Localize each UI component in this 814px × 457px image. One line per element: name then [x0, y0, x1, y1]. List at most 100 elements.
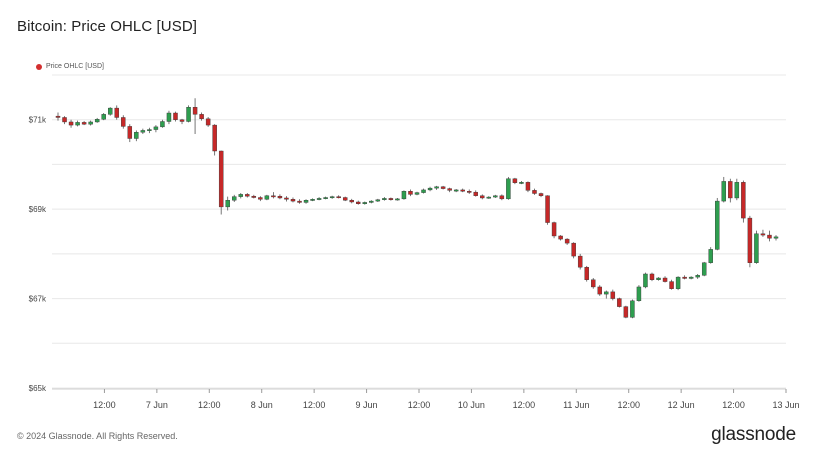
- candle: [427, 186, 433, 192]
- candle-body: [179, 119, 185, 122]
- candle: [421, 188, 426, 194]
- candle: [225, 196, 230, 211]
- candle: [571, 242, 576, 259]
- x-tick-label: 10 Jun: [458, 400, 485, 410]
- candle-body: [519, 182, 524, 184]
- x-tick-label: 12:00: [198, 400, 221, 410]
- candle: [584, 265, 589, 282]
- candle-body: [643, 273, 648, 288]
- candle-body: [577, 255, 583, 268]
- candle: [630, 299, 635, 319]
- candle-body: [362, 202, 368, 204]
- candle-body: [160, 121, 165, 128]
- candle-body: [558, 235, 563, 240]
- candle-body: [708, 249, 713, 263]
- candle: [395, 197, 400, 201]
- candle: [564, 238, 570, 245]
- candle: [591, 278, 596, 289]
- candle: [166, 110, 172, 125]
- candle: [264, 194, 270, 201]
- candles: [55, 98, 779, 319]
- candle-body: [662, 277, 668, 282]
- candle: [721, 176, 727, 203]
- candle-body: [121, 117, 126, 127]
- legend-label: Price OHLC [USD]: [46, 63, 104, 70]
- candle-body: [682, 276, 687, 279]
- candle: [741, 180, 746, 223]
- candle: [532, 188, 537, 195]
- candle: [747, 215, 753, 268]
- candle: [186, 105, 191, 123]
- candle-body: [486, 196, 492, 199]
- candle-body: [466, 191, 472, 193]
- candle-body: [630, 300, 635, 318]
- candle-body: [238, 194, 243, 197]
- candle: [649, 272, 655, 282]
- candle: [388, 197, 394, 201]
- candle-body: [493, 195, 498, 198]
- candle-body: [375, 199, 381, 202]
- glassnode-logo[interactable]: glassnode: [711, 424, 796, 445]
- candle: [414, 191, 420, 196]
- x-tick-label: 12:00: [93, 400, 116, 410]
- candle-body: [473, 191, 478, 196]
- candle-body: [382, 198, 387, 200]
- y-tick-label: $67k: [29, 295, 47, 304]
- candle-body: [101, 114, 106, 120]
- y-axis: $65k $67k $69k $71k: [29, 116, 47, 393]
- candle-body: [414, 192, 420, 195]
- candle: [212, 124, 217, 156]
- candle-body: [258, 197, 263, 200]
- legend-marker-icon: [36, 63, 42, 70]
- candle: [297, 199, 302, 204]
- candle-body: [271, 195, 276, 198]
- candle: [251, 194, 257, 199]
- candle: [153, 125, 159, 133]
- candle: [277, 194, 283, 200]
- candle-body: [153, 126, 159, 130]
- candle: [342, 196, 348, 202]
- candle-body: [649, 273, 655, 280]
- candle-body: [75, 122, 80, 126]
- candle-body: [715, 200, 720, 250]
- candle-body: [754, 233, 759, 264]
- candle-body: [114, 107, 119, 118]
- candle-body: [401, 191, 407, 200]
- candle-body: [329, 196, 335, 199]
- candle: [192, 98, 198, 135]
- x-tick-label: 12:00: [722, 400, 745, 410]
- candle: [662, 276, 668, 283]
- x-tick-label: 9 Jun: [356, 400, 378, 410]
- candle: [636, 285, 642, 302]
- candle: [55, 112, 61, 121]
- candle-body: [81, 122, 87, 125]
- candle: [610, 289, 616, 301]
- candle-body: [773, 236, 779, 239]
- x-tick-label: 12:00: [513, 400, 536, 410]
- candle-body: [94, 119, 100, 123]
- chart-legend[interactable]: Price OHLC [USD]: [36, 63, 104, 70]
- candle-body: [597, 286, 602, 295]
- candle: [460, 188, 465, 193]
- candle: [173, 111, 178, 122]
- candle: [68, 119, 74, 128]
- candle: [290, 197, 296, 203]
- candle-body: [512, 178, 518, 183]
- candle: [107, 107, 113, 116]
- candle: [323, 196, 328, 200]
- candle-body: [591, 279, 596, 288]
- candle: [310, 198, 315, 202]
- candle-body: [107, 107, 113, 115]
- candle: [734, 178, 740, 201]
- candle: [453, 189, 459, 193]
- candle: [316, 197, 322, 201]
- candle-body: [480, 195, 485, 199]
- candle-body: [669, 281, 674, 289]
- candle: [545, 195, 550, 225]
- candle: [643, 272, 648, 289]
- candle-body: [551, 222, 557, 237]
- candle-body: [127, 126, 133, 139]
- chart-title: Bitcoin: Price OHLC [USD]: [17, 18, 198, 35]
- candle: [356, 200, 361, 205]
